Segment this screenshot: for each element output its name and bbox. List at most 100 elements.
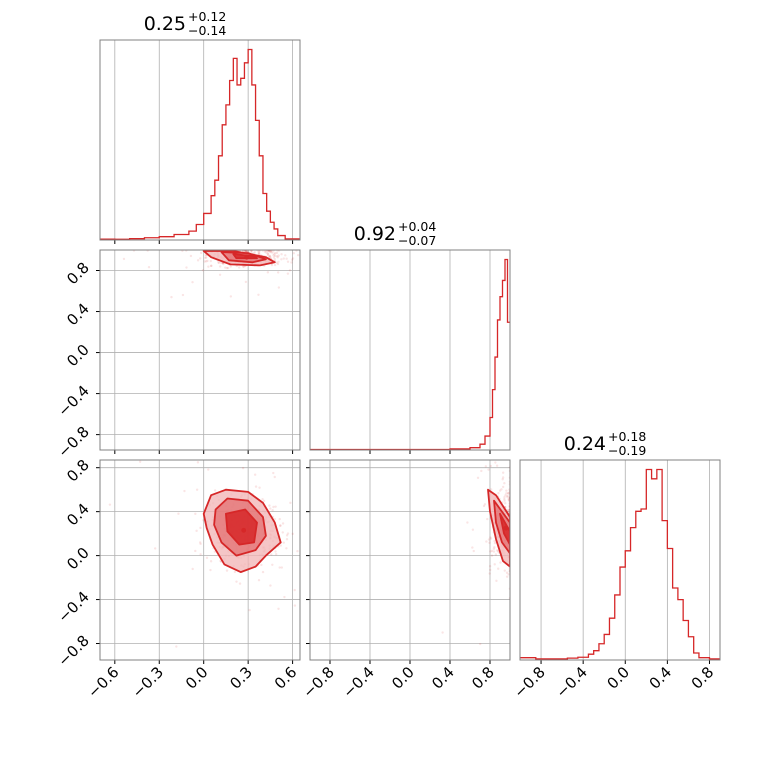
- pair-3-2-sample-point: [494, 461, 497, 464]
- pair-3-1-sample-point: [331, 494, 333, 496]
- pair-2-1-sample-point: [242, 265, 245, 268]
- pair-2-1-sample-point: [276, 256, 279, 259]
- pair-3-1-sample-point: [209, 560, 213, 563]
- pair-2-1-sample-point: [268, 255, 271, 258]
- pair-3-1-axes: [96, 460, 300, 664]
- pair-3-2-sample-point: [498, 489, 502, 492]
- diag-3-title-minus: −0.19: [608, 443, 646, 458]
- pair-2-1-sample-point: [263, 250, 266, 253]
- pair-3-2-sample-point: [489, 464, 492, 468]
- pair-3-1-sample-point: [198, 541, 202, 544]
- pair-3-1-sample-point: [254, 485, 258, 488]
- pair-3-1-sample-point: [205, 556, 209, 560]
- pair-2-1-sample-point: [276, 262, 280, 266]
- diag-1-bin: [237, 85, 241, 240]
- diag-1-bin: [174, 234, 189, 240]
- pair-3-1-sample-point: [283, 595, 286, 599]
- pair-2-1-sample-point: [296, 253, 300, 257]
- diag-1-bin: [204, 213, 211, 240]
- pair-2-1-sample-point: [335, 252, 337, 254]
- pair-3-2-sample-point: [489, 537, 493, 540]
- pair-3-1-sample-point: [274, 550, 277, 553]
- diag-3-bin: [673, 588, 678, 660]
- pair-3-1-sample-point: [296, 549, 299, 553]
- pair-2-1-sample-point: [189, 254, 193, 258]
- pair-3-1-sample-point: [281, 531, 284, 534]
- diag-1-histogram-line: [100, 48, 300, 240]
- pair-3-2-sample-point: [493, 541, 497, 545]
- pair-3-1-sample-point: [286, 532, 290, 535]
- pair-3-1-sample-point: [195, 488, 199, 491]
- pair-3-1-sample-point: [279, 524, 282, 528]
- pair-2-1-sample-point: [272, 256, 276, 259]
- pair-3-2-sample-point: [480, 469, 483, 473]
- diag-2-bins: [310, 258, 510, 450]
- pair-2-1-sample-point: [225, 266, 229, 270]
- pair-2-1-sample-point: [286, 272, 290, 275]
- diag-1-axes: [114, 40, 294, 244]
- pair-3-1-sample-point: [326, 515, 328, 517]
- pair-2-1-sample-point: [276, 271, 280, 274]
- pair-3-2-sample-point: [492, 550, 496, 553]
- pair-3-2-sample-point: [507, 573, 510, 576]
- pair-3-1-sample-point: [195, 529, 198, 533]
- pair-3-1-sample-point: [233, 570, 237, 574]
- pair-3-2-sample-point: [483, 503, 487, 506]
- pair-3-2-sample-point: [506, 494, 509, 498]
- pair-3-2-sample-point: [488, 565, 492, 568]
- diag-3-bin: [594, 651, 599, 660]
- pair-2-1-sample-point: [290, 258, 294, 261]
- pair-2-1-sample-point: [204, 256, 207, 260]
- pair-3-2-sample-point: [492, 547, 496, 550]
- diag-3-histogram-line: [520, 468, 720, 660]
- diag-1-bin: [189, 231, 196, 240]
- pair-3-1-sample-point: [274, 505, 277, 508]
- pair-3-1-sample-point: [196, 461, 200, 464]
- pair-3-2-sample-point: [501, 485, 505, 489]
- pair-3-2-sample-point: [490, 554, 494, 557]
- pair-2-1-sample-point: [204, 256, 208, 259]
- pair-2-1-points: [122, 250, 373, 299]
- pair-3-2-xtick-label: −0.4: [339, 663, 377, 701]
- pair-3-1-peak-point: [241, 527, 247, 533]
- pair-2-1-sample-point: [277, 286, 281, 289]
- pair-2-1-sample-point: [277, 260, 280, 263]
- pair-2-1-sample-point: [207, 265, 210, 268]
- pair-2-1-sample-point: [147, 265, 151, 269]
- pair-3-1-sample-point: [285, 534, 289, 537]
- pair-2-1-sample-point: [257, 251, 260, 254]
- pair-3-2-xtick-label: 0.8: [468, 663, 498, 693]
- pair-3-2-sample-point: [479, 642, 482, 646]
- diag-1-title: 0.25 +0.12−0.14: [144, 9, 227, 38]
- pair-2-1-sample-point: [371, 286, 373, 288]
- pair-3-2-sample-point: [494, 553, 498, 556]
- pair-3-2-sample-point: [493, 546, 496, 549]
- pair-2-1-sample-point: [273, 254, 277, 258]
- pair-3-1-sample-point: [262, 499, 266, 503]
- pair-2-1-sample-point: [275, 261, 278, 264]
- pair-3-1-sample-point: [303, 479, 305, 481]
- diag-3-bin: [641, 509, 646, 660]
- diag-3-bin: [609, 618, 614, 660]
- pair-3-1-sample-point: [271, 508, 274, 512]
- pair-2-1-sample-point: [266, 253, 270, 257]
- pair-2-1-sample-point: [219, 261, 223, 264]
- pair-3-2-sample-point: [481, 425, 483, 427]
- pair-3-2-sample-point: [489, 536, 492, 539]
- diag-1-bin: [241, 78, 245, 240]
- pair-3-2-sample-point: [507, 508, 510, 512]
- diag-1-bin: [278, 236, 285, 240]
- pair-2-1-ytick-label: 0.4: [63, 300, 93, 330]
- pair-3-1-sample-point: [261, 497, 264, 501]
- pair-3-2-peak-point: [503, 525, 509, 531]
- pair-2-1-sample-point: [222, 262, 225, 266]
- pair-3-2-sample-point: [471, 528, 475, 531]
- pair-3-2-sample-point: [493, 539, 496, 543]
- pair-3-1-sample-point: [207, 468, 210, 471]
- pair-3-1-sample-point: [257, 578, 261, 582]
- pair-2-1-sample-point: [265, 251, 268, 254]
- pair-3-2-sample-point: [496, 452, 498, 454]
- pair-2-1-sample-point: [257, 251, 261, 254]
- pair-3-2-sample-point: [495, 549, 499, 552]
- pair-3-1-sample-point: [285, 547, 288, 550]
